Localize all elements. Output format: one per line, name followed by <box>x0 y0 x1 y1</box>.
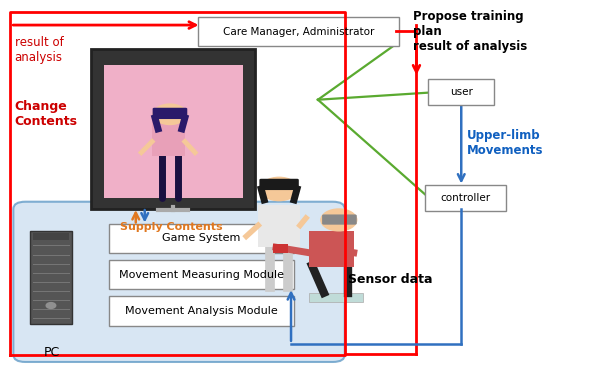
FancyBboxPatch shape <box>30 231 72 324</box>
Text: Movement Analysis Module: Movement Analysis Module <box>125 306 278 316</box>
FancyBboxPatch shape <box>309 231 354 267</box>
Text: Game System: Game System <box>162 233 241 243</box>
FancyBboxPatch shape <box>425 185 506 211</box>
FancyBboxPatch shape <box>109 260 294 289</box>
FancyBboxPatch shape <box>322 214 357 225</box>
Text: Sensor data: Sensor data <box>348 273 432 286</box>
FancyBboxPatch shape <box>91 49 255 209</box>
FancyBboxPatch shape <box>152 108 187 119</box>
Text: result of
analysis: result of analysis <box>14 36 63 64</box>
FancyBboxPatch shape <box>109 224 294 253</box>
FancyBboxPatch shape <box>104 65 242 199</box>
Text: Propose training
plan
result of analysis: Propose training plan result of analysis <box>413 11 528 54</box>
Circle shape <box>46 303 56 308</box>
FancyBboxPatch shape <box>33 233 69 240</box>
Text: Change
Contents: Change Contents <box>14 100 77 128</box>
Text: Movement Measuring Module: Movement Measuring Module <box>119 269 284 280</box>
Text: user: user <box>450 87 473 97</box>
Text: controller: controller <box>440 193 491 203</box>
Text: Supply Contents: Supply Contents <box>119 222 222 232</box>
FancyBboxPatch shape <box>428 79 494 105</box>
Text: Upper-limb
Movements: Upper-limb Movements <box>467 129 544 157</box>
Circle shape <box>153 104 187 124</box>
FancyBboxPatch shape <box>259 179 299 190</box>
FancyBboxPatch shape <box>273 244 288 253</box>
Circle shape <box>260 177 298 201</box>
FancyBboxPatch shape <box>258 206 300 247</box>
FancyBboxPatch shape <box>109 297 294 326</box>
Circle shape <box>321 209 357 231</box>
FancyBboxPatch shape <box>199 17 398 46</box>
Text: PC: PC <box>44 346 60 359</box>
FancyBboxPatch shape <box>152 120 185 156</box>
FancyBboxPatch shape <box>309 293 363 302</box>
FancyBboxPatch shape <box>13 202 345 362</box>
Text: Care Manager, Administrator: Care Manager, Administrator <box>223 27 374 37</box>
